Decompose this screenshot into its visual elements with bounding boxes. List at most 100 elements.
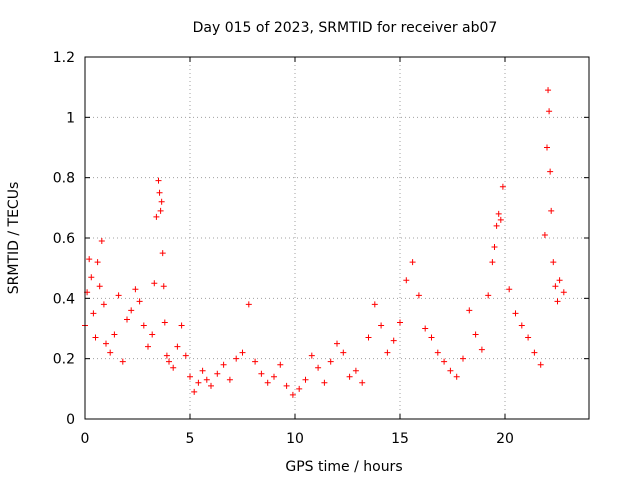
data-point	[460, 355, 466, 362]
x-tick-label: 15	[391, 431, 409, 447]
data-point	[103, 340, 109, 347]
data-point	[174, 343, 181, 350]
data-point	[491, 244, 498, 251]
data-point	[149, 331, 156, 338]
data-point	[166, 358, 172, 365]
data-point	[541, 231, 548, 238]
data-point	[107, 349, 114, 356]
data-point	[115, 292, 122, 299]
y-tick-label: 1.2	[53, 50, 75, 66]
data-point	[245, 301, 252, 308]
data-point	[315, 364, 322, 371]
data-point	[159, 250, 166, 257]
data-point	[214, 370, 221, 377]
data-point	[478, 346, 485, 353]
data-point	[252, 358, 259, 365]
data-point	[302, 376, 309, 383]
data-point	[151, 280, 158, 287]
x-tick-label: 10	[286, 431, 304, 447]
data-point	[94, 259, 101, 266]
data-point	[203, 376, 210, 383]
data-point	[96, 283, 103, 290]
data-point	[145, 343, 151, 350]
data-point	[187, 373, 193, 380]
data-point	[544, 144, 550, 151]
data-point	[182, 352, 189, 359]
data-point	[447, 367, 454, 374]
data-point	[554, 298, 561, 305]
data-point	[191, 388, 198, 395]
data-point	[199, 367, 206, 374]
data-point	[434, 349, 441, 356]
data-point	[170, 364, 177, 371]
data-point	[409, 259, 416, 266]
data-point	[552, 283, 559, 290]
data-point	[352, 367, 359, 374]
data-point	[289, 391, 296, 398]
data-point	[111, 331, 118, 338]
data-point	[453, 373, 460, 380]
data-point	[178, 322, 185, 329]
data-point	[220, 361, 227, 368]
data-point	[195, 379, 202, 386]
grid-lines	[85, 57, 589, 419]
data-point	[88, 274, 95, 281]
data-point	[531, 349, 538, 356]
data-point	[495, 210, 502, 217]
data-point	[497, 216, 504, 223]
x-tick-label: 20	[496, 431, 514, 447]
data-point	[283, 382, 290, 389]
data-point	[334, 340, 340, 347]
data-point	[525, 334, 532, 341]
data-point	[92, 334, 99, 341]
data-point	[157, 207, 164, 214]
y-tick-label: 0.2	[53, 352, 75, 368]
data-point	[378, 322, 385, 329]
x-axis-label: GPS time / hours	[285, 459, 402, 475]
data-point	[441, 358, 448, 365]
data-point	[156, 189, 163, 196]
data-point	[518, 322, 525, 329]
y-tick-label: 0	[66, 412, 75, 428]
data-point	[100, 301, 107, 308]
data-point	[208, 382, 214, 389]
data-point	[556, 277, 563, 284]
data-point	[403, 277, 410, 284]
data-point	[546, 108, 553, 115]
data-point	[466, 307, 473, 314]
data-point	[493, 222, 500, 229]
data-point	[485, 292, 492, 299]
data-point	[547, 168, 554, 175]
data-point	[397, 319, 403, 326]
y-tick-label: 0.8	[53, 171, 75, 187]
data-point	[233, 355, 240, 362]
data-point	[390, 337, 397, 344]
data-point	[548, 207, 555, 214]
data-point	[560, 289, 567, 296]
data-point	[98, 238, 105, 245]
data-point	[90, 310, 97, 317]
data-point	[545, 87, 552, 94]
data-point	[359, 379, 366, 386]
data-point	[158, 198, 165, 205]
data-point	[86, 256, 93, 263]
data-point	[346, 373, 353, 380]
y-axis-label: SRMTID / TECUs	[6, 182, 22, 295]
data-point	[160, 283, 167, 290]
data-point	[136, 298, 143, 305]
data-point	[321, 379, 328, 386]
chart-title: Day 015 of 2023, SRMTID for receiver ab0…	[193, 20, 498, 36]
data-point	[537, 361, 544, 368]
data-point	[428, 334, 435, 341]
data-point	[264, 379, 271, 386]
axis-ticks: 0 5 10 15 20 0 0.2 0.4 0.6 0.8 1 1.2	[53, 50, 589, 447]
y-tick-label: 0.6	[53, 231, 75, 247]
data-point	[472, 331, 479, 338]
data-point	[153, 213, 160, 220]
x-tick-label: 0	[81, 431, 90, 447]
data-point	[119, 358, 126, 365]
y-tick-label: 1	[66, 110, 75, 126]
data-point	[124, 316, 130, 323]
